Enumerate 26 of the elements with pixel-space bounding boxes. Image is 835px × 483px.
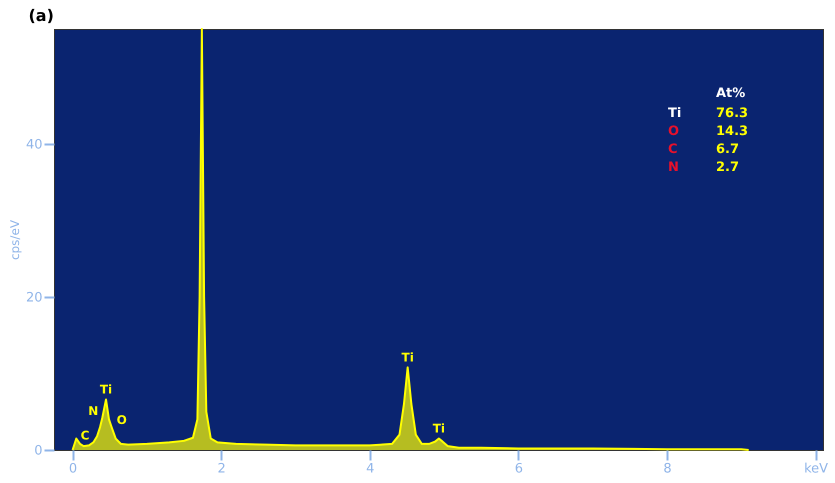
annotation: O <box>668 124 680 139</box>
annotation: 6.7 <box>716 142 740 157</box>
annotation: N <box>668 160 679 175</box>
annotation: 76.3 <box>716 106 748 121</box>
y-tick-label: 40 <box>26 137 42 152</box>
y-axis-title: cps/eV <box>8 219 22 260</box>
annotation: O <box>116 413 127 428</box>
annotation: Ti <box>100 382 112 396</box>
x-tick-label: 8 <box>663 462 672 476</box>
y-tick-label: 0 <box>34 444 42 458</box>
annotation: C <box>80 428 90 442</box>
y-tick-label: 20 <box>26 290 42 306</box>
chart-title: (a) <box>28 6 54 25</box>
x-tick-label: 4 <box>366 462 374 476</box>
x-tick-label: 0 <box>68 462 78 476</box>
annotation: Ti <box>402 350 414 364</box>
annotation: 2.7 <box>716 160 740 175</box>
x-tick-label: keV <box>804 462 828 476</box>
annotation: 14.3 <box>716 124 748 139</box>
annotation: Ti <box>668 106 682 121</box>
x-tick-label: 6 <box>514 462 524 476</box>
x-tick-label: 2 <box>218 462 226 476</box>
annotation: At% <box>716 86 746 101</box>
annotation: N <box>88 404 98 418</box>
annotation: C <box>668 142 678 157</box>
annotation: Ti <box>432 422 446 436</box>
